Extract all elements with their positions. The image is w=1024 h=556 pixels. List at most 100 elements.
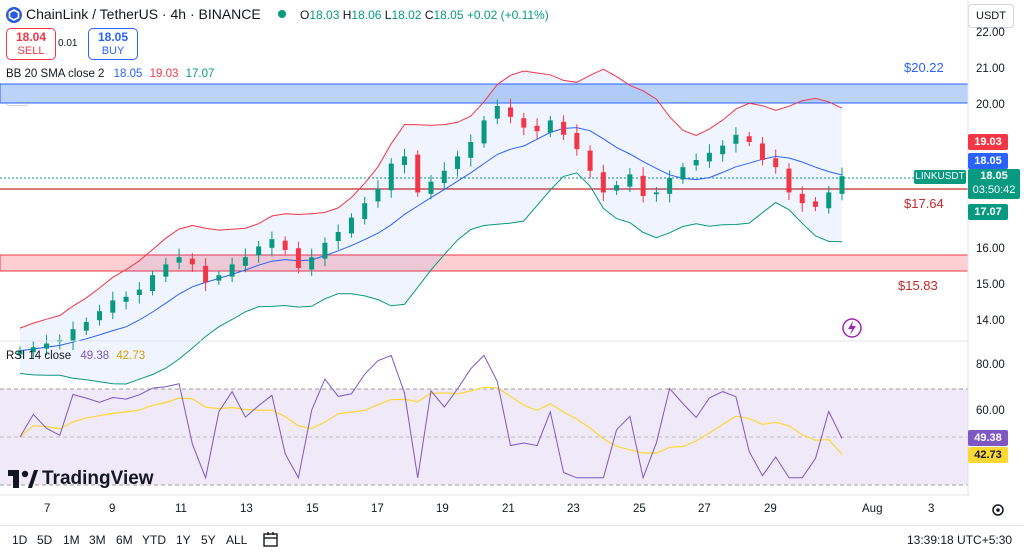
sell-button[interactable]: 18.04 SELL (6, 28, 56, 60)
candle (123, 291, 129, 310)
bb-upper-line (19, 68, 843, 329)
bb-legend[interactable]: BB 20 SMA close 2 18.05 19.03 17.07 (6, 68, 214, 80)
range-button-6m[interactable]: 6M (116, 533, 133, 547)
range-button-1y[interactable]: 1Y (176, 533, 191, 547)
bb-name: BB 20 SMA close 2 (6, 68, 105, 80)
candle (667, 170, 673, 203)
time-tick: 3 (928, 503, 935, 515)
buy-label: BUY (101, 45, 125, 57)
candle (786, 163, 792, 200)
candle (335, 224, 341, 250)
candle (150, 270, 156, 296)
candle (415, 150, 421, 197)
currency-selector[interactable]: USDT (968, 4, 1014, 28)
price-tick: 22.00 (976, 27, 1005, 39)
candle (216, 270, 222, 285)
rsi-value: 49.38 (80, 350, 110, 362)
candle (97, 304, 103, 326)
settings-gear-icon[interactable] (990, 502, 1006, 518)
date-range-calendar-icon[interactable] (262, 531, 280, 549)
bb-lower-value: 17.07 (185, 68, 215, 80)
candle (547, 116, 553, 137)
sell-price: 18.04 (15, 30, 47, 44)
rsi-ma-value: 42.73 (116, 350, 146, 362)
lightning-icon[interactable] (842, 318, 862, 338)
rsi-value-tag: 49.38 (968, 430, 1008, 446)
candle (494, 99, 500, 124)
logo-text: TradingView (42, 468, 154, 489)
time-tick: 27 (698, 503, 711, 515)
candle (282, 236, 288, 255)
price-chart[interactable] (0, 0, 970, 500)
candle (653, 187, 659, 202)
candle (614, 180, 620, 195)
candle (812, 197, 818, 212)
candle (309, 248, 315, 276)
range-button-1d[interactable]: 1D (12, 533, 28, 547)
range-button-5d[interactable]: 5D (37, 533, 53, 547)
range-button-3m[interactable]: 3M (89, 533, 106, 547)
price-tick: 20.00 (976, 99, 1005, 111)
rsi-tick-60: 60.00 (976, 405, 1005, 417)
price-tick: 14.00 (976, 315, 1005, 327)
sell-label: SELL (17, 45, 45, 57)
time-tick: 21 (502, 503, 515, 515)
candle (242, 248, 248, 273)
candle (826, 185, 832, 214)
chainlink-logo-icon (6, 7, 22, 23)
candle (44, 334, 50, 356)
candle (295, 241, 301, 274)
candle (203, 258, 209, 292)
time-tick: 29 (764, 503, 777, 515)
footer-divider (0, 525, 1024, 526)
chart-header: ChainLink / TetherUS · 4h · BINANCE O18.… (0, 0, 970, 30)
bb-fill (20, 69, 842, 384)
candle (70, 321, 76, 351)
time-tick: 25 (633, 503, 646, 515)
candle (428, 175, 434, 200)
support-label: $15.83 (898, 278, 938, 293)
candle (561, 115, 567, 141)
rsi-legend[interactable]: RSI 14 close 49.38 42.73 (6, 350, 145, 362)
rsi-name: RSI 14 close (6, 350, 72, 362)
candle (799, 186, 805, 212)
last-price-value: 18.05 (980, 170, 1008, 182)
range-button-ytd[interactable]: YTD (142, 533, 166, 547)
candle (508, 98, 514, 124)
candle (600, 164, 606, 202)
candle (759, 136, 765, 166)
rsi-tick-80: 80.00 (976, 359, 1005, 371)
buy-button[interactable]: 18.05 BUY (88, 28, 138, 60)
candle (388, 158, 394, 198)
market-status-dot-icon (278, 10, 286, 18)
pivot-label: $17.64 (904, 196, 944, 211)
time-tick: 23 (567, 503, 580, 515)
tradingview-logo-icon (8, 470, 38, 488)
candle (163, 257, 169, 283)
candle (693, 153, 699, 171)
candle (468, 134, 474, 167)
candle (375, 180, 381, 208)
candle (110, 291, 116, 320)
bb-upper-value: 19.03 (149, 68, 179, 80)
price-tick: 15.00 (976, 279, 1005, 291)
candle (256, 241, 262, 263)
candle (229, 257, 235, 283)
candle (30, 340, 36, 358)
candle (720, 140, 726, 162)
symbol-title[interactable]: ChainLink / TetherUS · 4h · BINANCE (26, 6, 261, 22)
time-tick: 13 (240, 503, 253, 515)
bar-countdown: 03:50:42 (972, 184, 1016, 196)
range-button-1m[interactable]: 1M (63, 533, 80, 547)
candle (627, 167, 633, 193)
range-button-5y[interactable]: 5Y (201, 533, 216, 547)
candle (481, 116, 487, 148)
time-tick: 19 (436, 503, 449, 515)
candle (746, 131, 752, 147)
range-button-all[interactable]: ALL (226, 533, 248, 547)
bb-upper-tag: 19.03 (968, 134, 1008, 150)
time-tick: 15 (306, 503, 319, 515)
symbol-tag: LINKUSDT (914, 170, 966, 184)
resistance-label: $20.22 (904, 60, 944, 75)
footer-clock[interactable]: 13:39:18 UTC+5:30 (907, 533, 1013, 547)
